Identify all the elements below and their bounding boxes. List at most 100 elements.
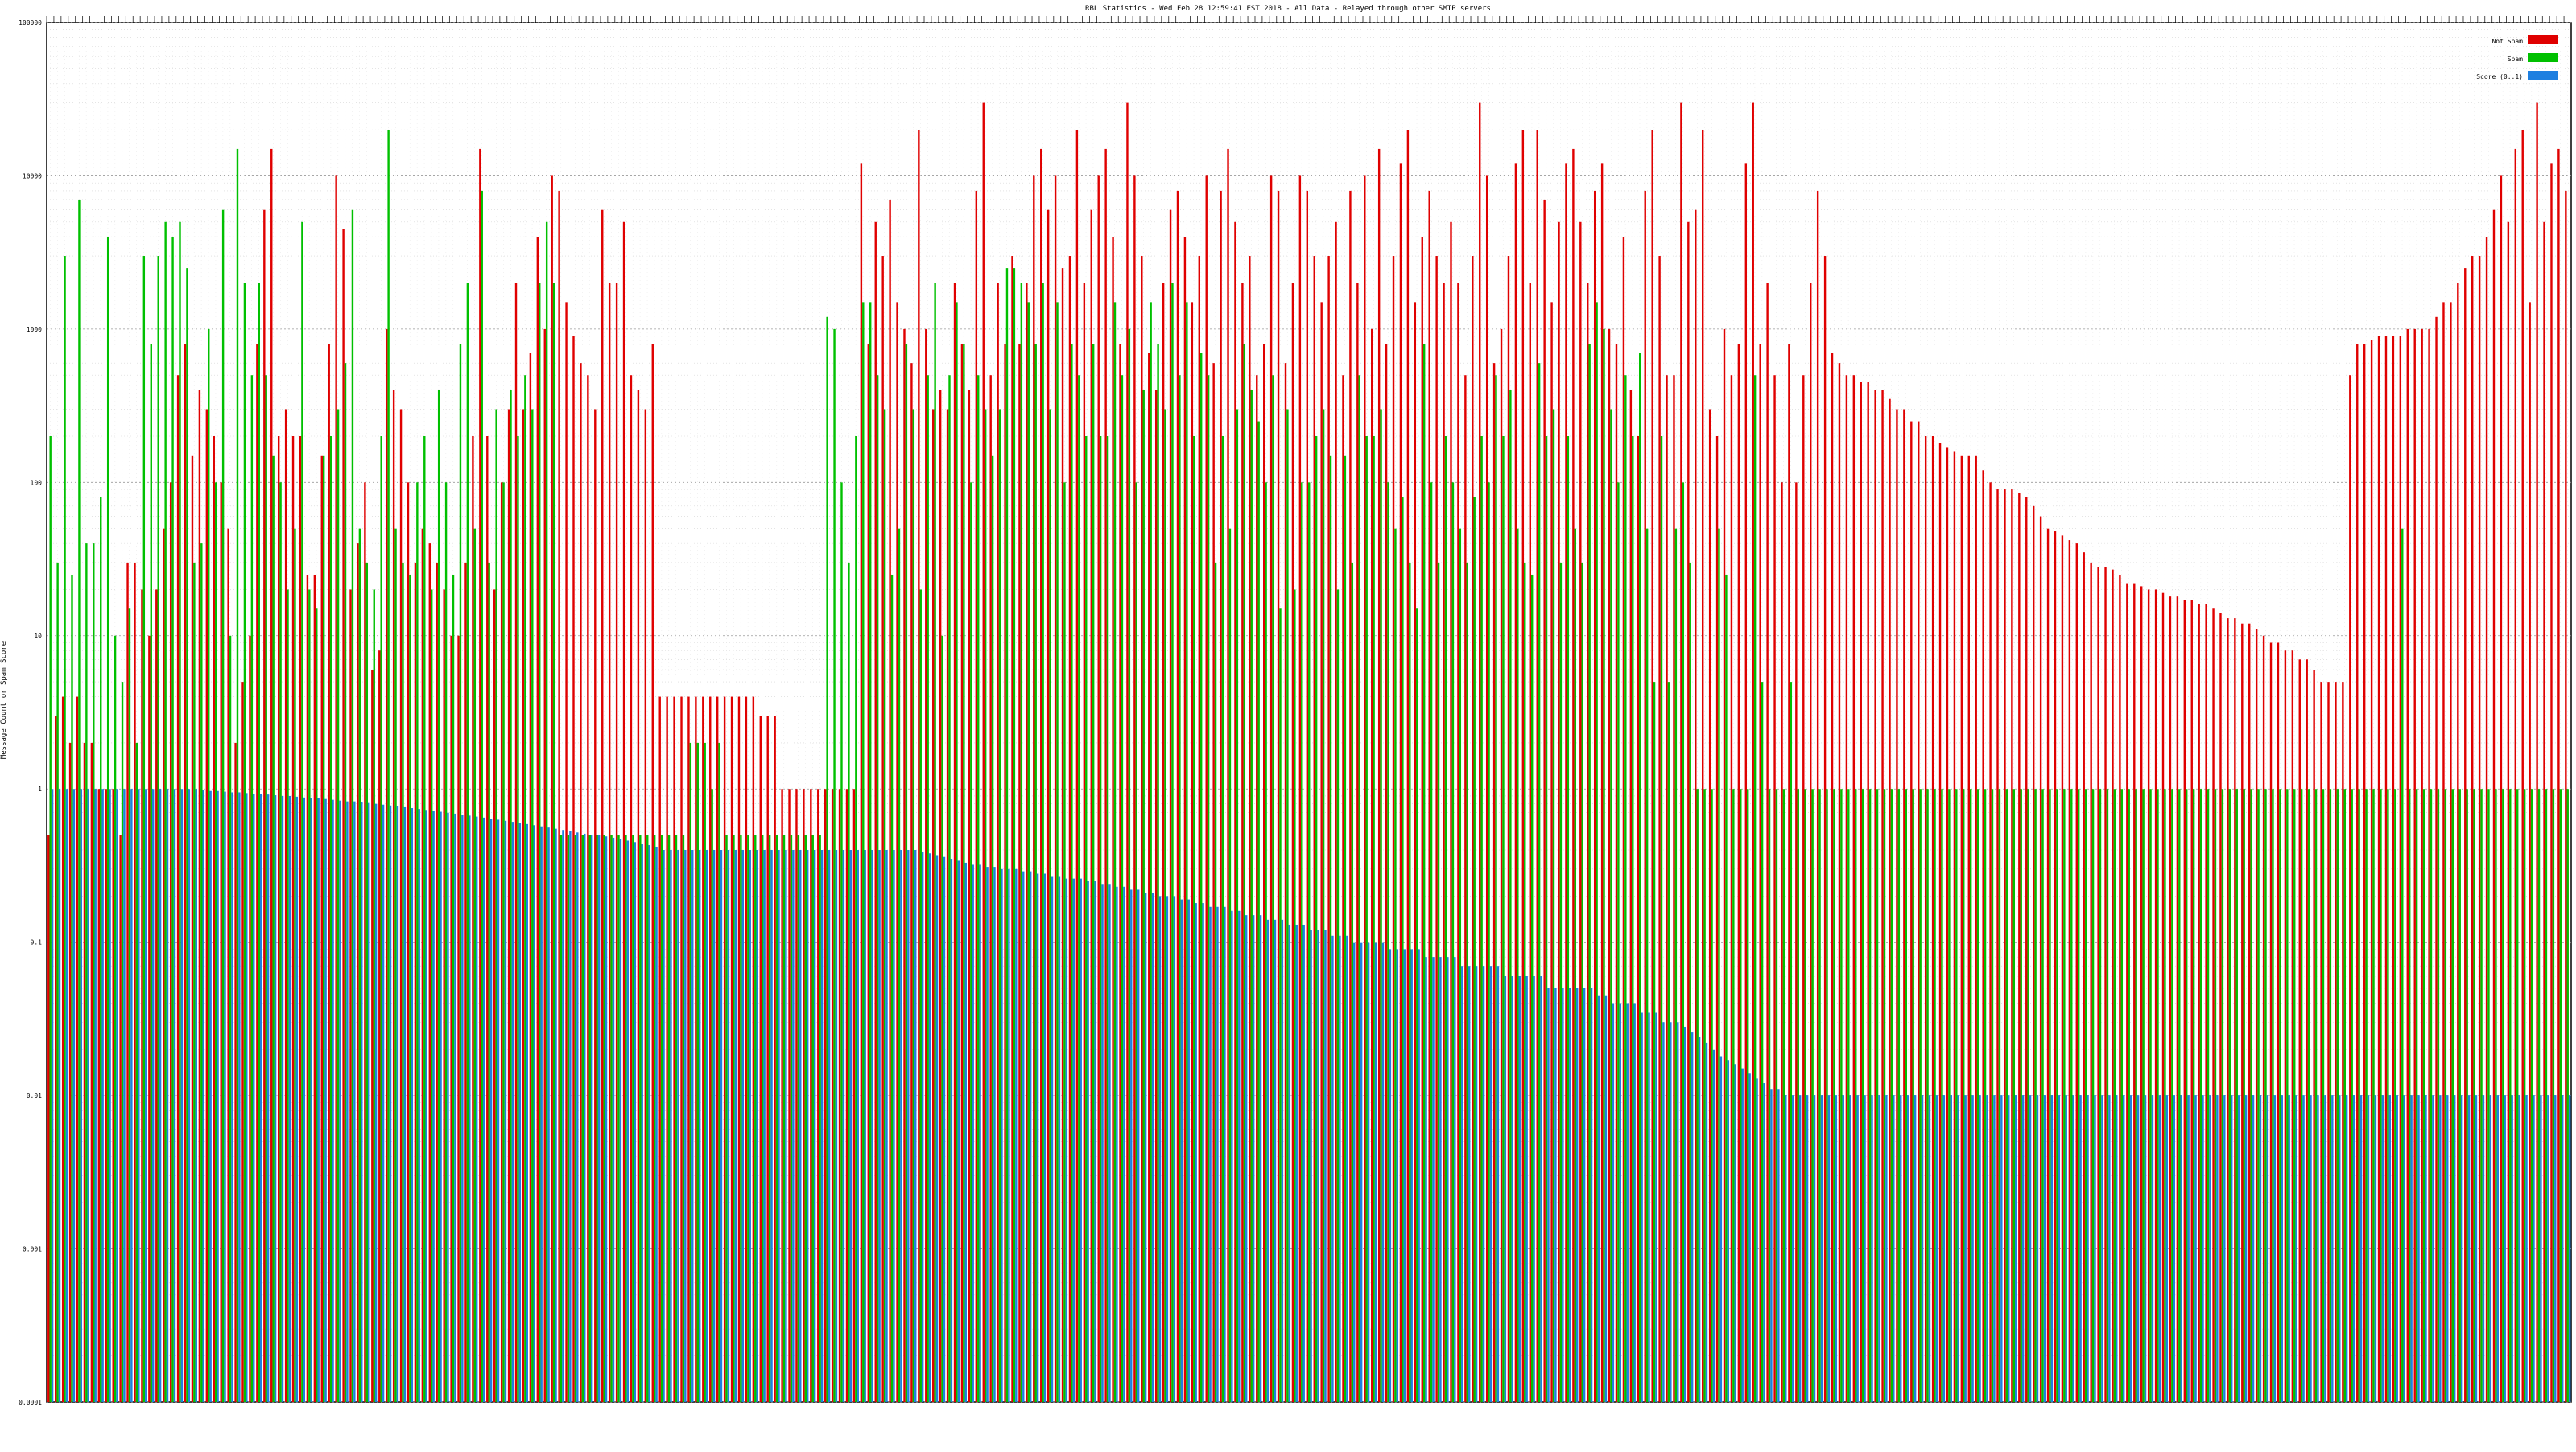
bar-score-0-1	[2187, 1095, 2190, 1402]
bar-not-spam	[795, 789, 798, 1402]
bar-not-spam	[2464, 268, 2467, 1403]
bar-spam	[1437, 562, 1440, 1403]
bar-score-0-1	[1381, 942, 1385, 1402]
bar-score-0-1	[1813, 1095, 1816, 1402]
bar-not-spam	[2104, 567, 2107, 1402]
bar-score-0-1	[1518, 976, 1521, 1402]
bar-spam	[2128, 789, 2130, 1402]
bar-spam	[977, 375, 980, 1403]
bar-score-0-1	[2223, 1095, 2226, 1402]
bar-score-0-1	[2454, 1095, 2456, 1402]
bar-score-0-1	[1677, 1022, 1679, 1402]
bar-score-0-1	[1921, 1095, 1924, 1402]
legend-label: Not Spam	[2491, 38, 2523, 45]
bar-not-spam	[141, 589, 143, 1402]
bar-spam	[1782, 789, 1785, 1402]
bar-not-spam	[61, 696, 64, 1402]
bar-spam	[1387, 482, 1389, 1402]
bar-score-0-1	[785, 850, 787, 1402]
bar-not-spam	[421, 528, 424, 1403]
bar-not-spam	[1472, 256, 1474, 1402]
bar-spam	[2451, 789, 2454, 1402]
bar-score-0-1	[1979, 1095, 1981, 1402]
bar-not-spam	[1587, 283, 1589, 1402]
bar-score-0-1	[1288, 924, 1291, 1402]
bar-not-spam	[205, 409, 208, 1403]
bar-score-0-1	[1727, 1060, 1730, 1402]
bar-spam	[1416, 608, 1418, 1402]
bar-not-spam	[1536, 130, 1538, 1403]
bar-score-0-1	[80, 789, 83, 1402]
bar-not-spam	[1629, 390, 1633, 1402]
bar-not-spam	[702, 696, 704, 1402]
bar-score-0-1	[324, 798, 327, 1402]
bar-spam	[725, 835, 728, 1402]
bar-spam	[1164, 409, 1166, 1403]
bar-spam	[2458, 789, 2461, 1402]
bar-spam	[1826, 789, 1828, 1402]
bar-score-0-1	[741, 850, 745, 1402]
bar-score-0-1	[1777, 1089, 1780, 1402]
bar-not-spam	[2147, 589, 2150, 1402]
y-tick-label: 0.0001	[19, 1399, 42, 1406]
bar-not-spam	[472, 436, 474, 1402]
bar-not-spam	[1759, 344, 1761, 1403]
bar-spam	[2322, 789, 2325, 1402]
bar-spam	[956, 302, 958, 1403]
bar-spam	[704, 742, 706, 1402]
legend-label: Spam	[2508, 56, 2523, 63]
bar-spam	[1502, 436, 1505, 1402]
bar-spam	[1034, 344, 1037, 1403]
bar-not-spam	[2521, 130, 2524, 1403]
bar-not-spam	[2054, 531, 2057, 1402]
bar-not-spam	[1234, 221, 1236, 1402]
bar-not-spam	[1291, 283, 1294, 1402]
bar-spam	[1897, 789, 1901, 1402]
bar-score-0-1	[332, 799, 334, 1402]
bar-not-spam	[2565, 190, 2567, 1402]
bar-spam	[733, 835, 735, 1402]
bar-not-spam	[695, 696, 697, 1402]
bar-score-0-1	[928, 853, 931, 1402]
bar-score-0-1	[1820, 1095, 1823, 1402]
bar-score-0-1	[1705, 1042, 1708, 1402]
bar-score-0-1	[2202, 1095, 2204, 1402]
bar-not-spam	[1183, 237, 1187, 1403]
bar-not-spam	[925, 328, 927, 1402]
bar-score-0-1	[1072, 878, 1075, 1402]
bar-score-0-1	[1806, 1095, 1809, 1402]
bar-score-0-1	[2496, 1095, 2500, 1402]
bar-score-0-1	[2568, 1095, 2571, 1402]
bar-score-0-1	[2116, 1095, 2118, 1402]
bar-score-0-1	[1496, 966, 1500, 1402]
bar-not-spam	[134, 562, 136, 1403]
bar-not-spam	[1162, 283, 1165, 1402]
bar-spam	[1092, 344, 1095, 1403]
bar-score-0-1	[2331, 1095, 2334, 1402]
bar-score-0-1	[813, 850, 816, 1402]
bar-score-0-1	[712, 850, 716, 1402]
bar-spam	[1941, 789, 1943, 1402]
bar-spam	[179, 221, 181, 1402]
bar-not-spam	[2039, 516, 2042, 1402]
bar-not-spam	[1126, 102, 1129, 1403]
bar-score-0-1	[1770, 1089, 1773, 1402]
bar-score-0-1	[900, 850, 902, 1402]
bar-score-0-1	[612, 837, 615, 1402]
bar-spam	[488, 562, 490, 1403]
bar-score-0-1	[2533, 1095, 2535, 1402]
chart-title: RBL Statistics - Wed Feb 28 12:59:41 EST…	[1085, 5, 1491, 13]
bar-spam	[1221, 436, 1224, 1402]
bar-score-0-1	[770, 850, 773, 1402]
bar-spam	[473, 528, 477, 1403]
bar-spam	[466, 283, 469, 1402]
bar-spam	[1682, 482, 1685, 1402]
bar-spam	[1725, 574, 1728, 1402]
bar-not-spam	[1227, 148, 1229, 1402]
bar-not-spam	[594, 409, 597, 1403]
bar-not-spam	[572, 336, 575, 1403]
bar-not-spam	[1744, 163, 1748, 1403]
bar-score-0-1	[648, 845, 650, 1402]
bar-not-spam	[2529, 302, 2531, 1403]
bar-score-0-1	[1698, 1037, 1701, 1402]
